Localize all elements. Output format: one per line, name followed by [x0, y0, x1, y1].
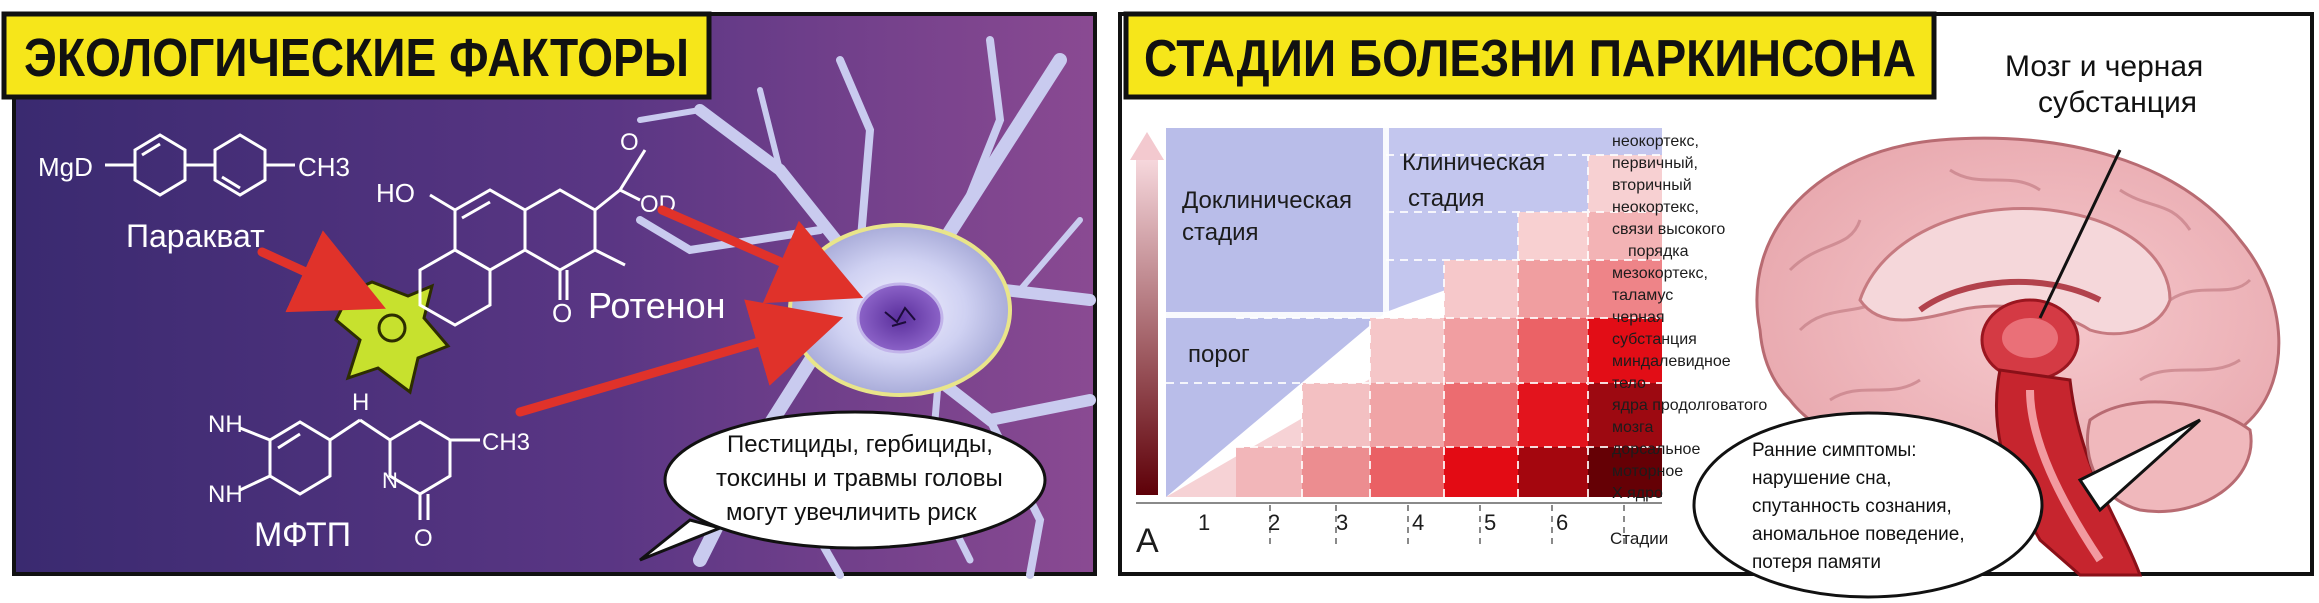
left-panel: ЭКОЛОГИЧЕСКИЕ ФАКТОРЫ MgD CH3 Паракват [1, 11, 1097, 579]
mptp-ch3: CH3 [482, 429, 530, 456]
clinical-label-line-1: Клиническая [1402, 149, 1545, 176]
stage-chart: Доклиническая стадия Клиническая стадия … [1136, 128, 1668, 560]
region-label: Х ядро [1612, 485, 1663, 502]
grid-dashes [1166, 154, 1662, 497]
region-label: черная [1612, 309, 1665, 326]
region-label: моторное [1612, 463, 1683, 480]
rotenone-oh: HO [376, 178, 415, 208]
nucleus-chromatin [884, 306, 916, 327]
panel-letter: A [1136, 522, 1159, 560]
threshold-label: порог [1188, 341, 1250, 368]
left-speech-bubble: Пестициды, гербициды, токсины и травмы г… [639, 410, 1047, 562]
paraquat-structure [105, 133, 295, 197]
stage-tick-3: 3 [1336, 510, 1348, 535]
left-bubble-line-1: Пестициды, гербициды, [727, 431, 993, 458]
rotenone-structure [418, 149, 647, 327]
right-bubble-line-3: спутанность сознания, [1752, 496, 1952, 517]
region-label: первичный, [1612, 155, 1698, 172]
preclinical-label-line-1: Доклиническая [1182, 187, 1352, 214]
stage-tick-4: 4 [1412, 510, 1424, 535]
paraquat-label: Паракват [126, 218, 265, 254]
region-label: таламус [1612, 287, 1673, 304]
region-label: мезокортекс, [1612, 265, 1708, 282]
stage-tick-2: 2 [1268, 510, 1280, 535]
right-title-box: СТАДИИ БОЛЕЗНИ ПАРКИНСОНА [1123, 11, 1937, 100]
left-title: ЭКОЛОГИЧЕСКИЕ ФАКТОРЫ [24, 28, 689, 88]
paraquat-group-left: MgD [38, 152, 93, 182]
mptp-n: N [382, 468, 398, 493]
region-label: тело [1612, 375, 1646, 392]
severity-arrow-head-icon [1130, 132, 1164, 160]
region-label: мозга [1612, 419, 1654, 436]
region-label: неокортекс, [1612, 133, 1699, 150]
region-label: ядра продолговатого [1612, 397, 1767, 414]
mptp-structure [239, 418, 480, 520]
rotenone-o-top: O [620, 129, 639, 156]
region-label: дорсальное [1612, 441, 1700, 458]
right-bubble-line-5: потеря памяти [1752, 552, 1881, 573]
right-title: СТАДИИ БОЛЕЗНИ ПАРКИНСОНА [1144, 30, 1916, 88]
stages-axis-label: Стадии [1610, 529, 1668, 548]
brain-illustration [1755, 136, 2281, 577]
left-bubble-line-3: могут увечличить риск [726, 499, 977, 526]
paraquat-group-right: CH3 [298, 152, 350, 182]
heat-cells [1236, 155, 1662, 497]
brain-label-line-1: Мозг и черная [2005, 50, 2203, 83]
stage-divider [1383, 128, 1389, 318]
rotenone-label: Ротенон [588, 285, 726, 326]
preclinical-label-line-2: стадия [1182, 219, 1258, 246]
region-label: неокортекс, [1612, 199, 1699, 216]
stage-tick-6: 6 [1556, 510, 1568, 535]
brain-label-line-2: субстанция [2038, 86, 2197, 119]
region-label: вторичный [1612, 177, 1692, 194]
arrow-paraquat [257, 230, 386, 313]
arrow-mptp [515, 299, 844, 417]
clinical-label-line-2: стадия [1408, 185, 1484, 212]
stage-tick-5: 5 [1484, 510, 1496, 535]
mptp-h: H [352, 389, 369, 416]
right-speech-bubble: Ранние симптомы: нарушение сна, спутанно… [1692, 411, 2202, 599]
threshold-band [1166, 312, 1386, 318]
stage-tick-1: 1 [1198, 510, 1210, 535]
mptp-nh-bottom: NH [208, 481, 243, 508]
region-label: субстанция [1612, 331, 1697, 348]
right-bubble-line-4: аномальное поведение, [1752, 524, 1965, 545]
right-bubble-line-1: Ранние симптомы: [1752, 440, 1917, 461]
pointer-line [2038, 149, 2122, 319]
severity-bar [1136, 160, 1158, 495]
pesticide-spot-icon [377, 313, 407, 343]
region-labels: неокортекс, первичный, вторичный неокорт… [1612, 133, 1767, 502]
right-panel: СТАДИИ БОЛЕЗНИ ПАРКИНСОНА [1118, 11, 2314, 599]
region-label: миндалевидное [1612, 353, 1731, 370]
mptp-label: МФТП [254, 516, 351, 554]
left-bubble-line-2: токсины и травмы головы [716, 465, 1003, 492]
region-label: порядка [1628, 243, 1689, 260]
right-bubble-line-2: нарушение сна, [1752, 468, 1892, 489]
rotenone-o-bottom: O [552, 298, 572, 328]
mptp-nh-top: NH [208, 411, 243, 438]
arrow-rotenone [657, 205, 864, 304]
x-axis-dividers [1269, 505, 1625, 545]
mptp-o: O [414, 525, 433, 552]
region-label: связи высокого [1612, 221, 1725, 238]
left-title-box: ЭКОЛОГИЧЕСКИЕ ФАКТОРЫ [1, 11, 712, 100]
exposure-arrows [257, 205, 864, 417]
